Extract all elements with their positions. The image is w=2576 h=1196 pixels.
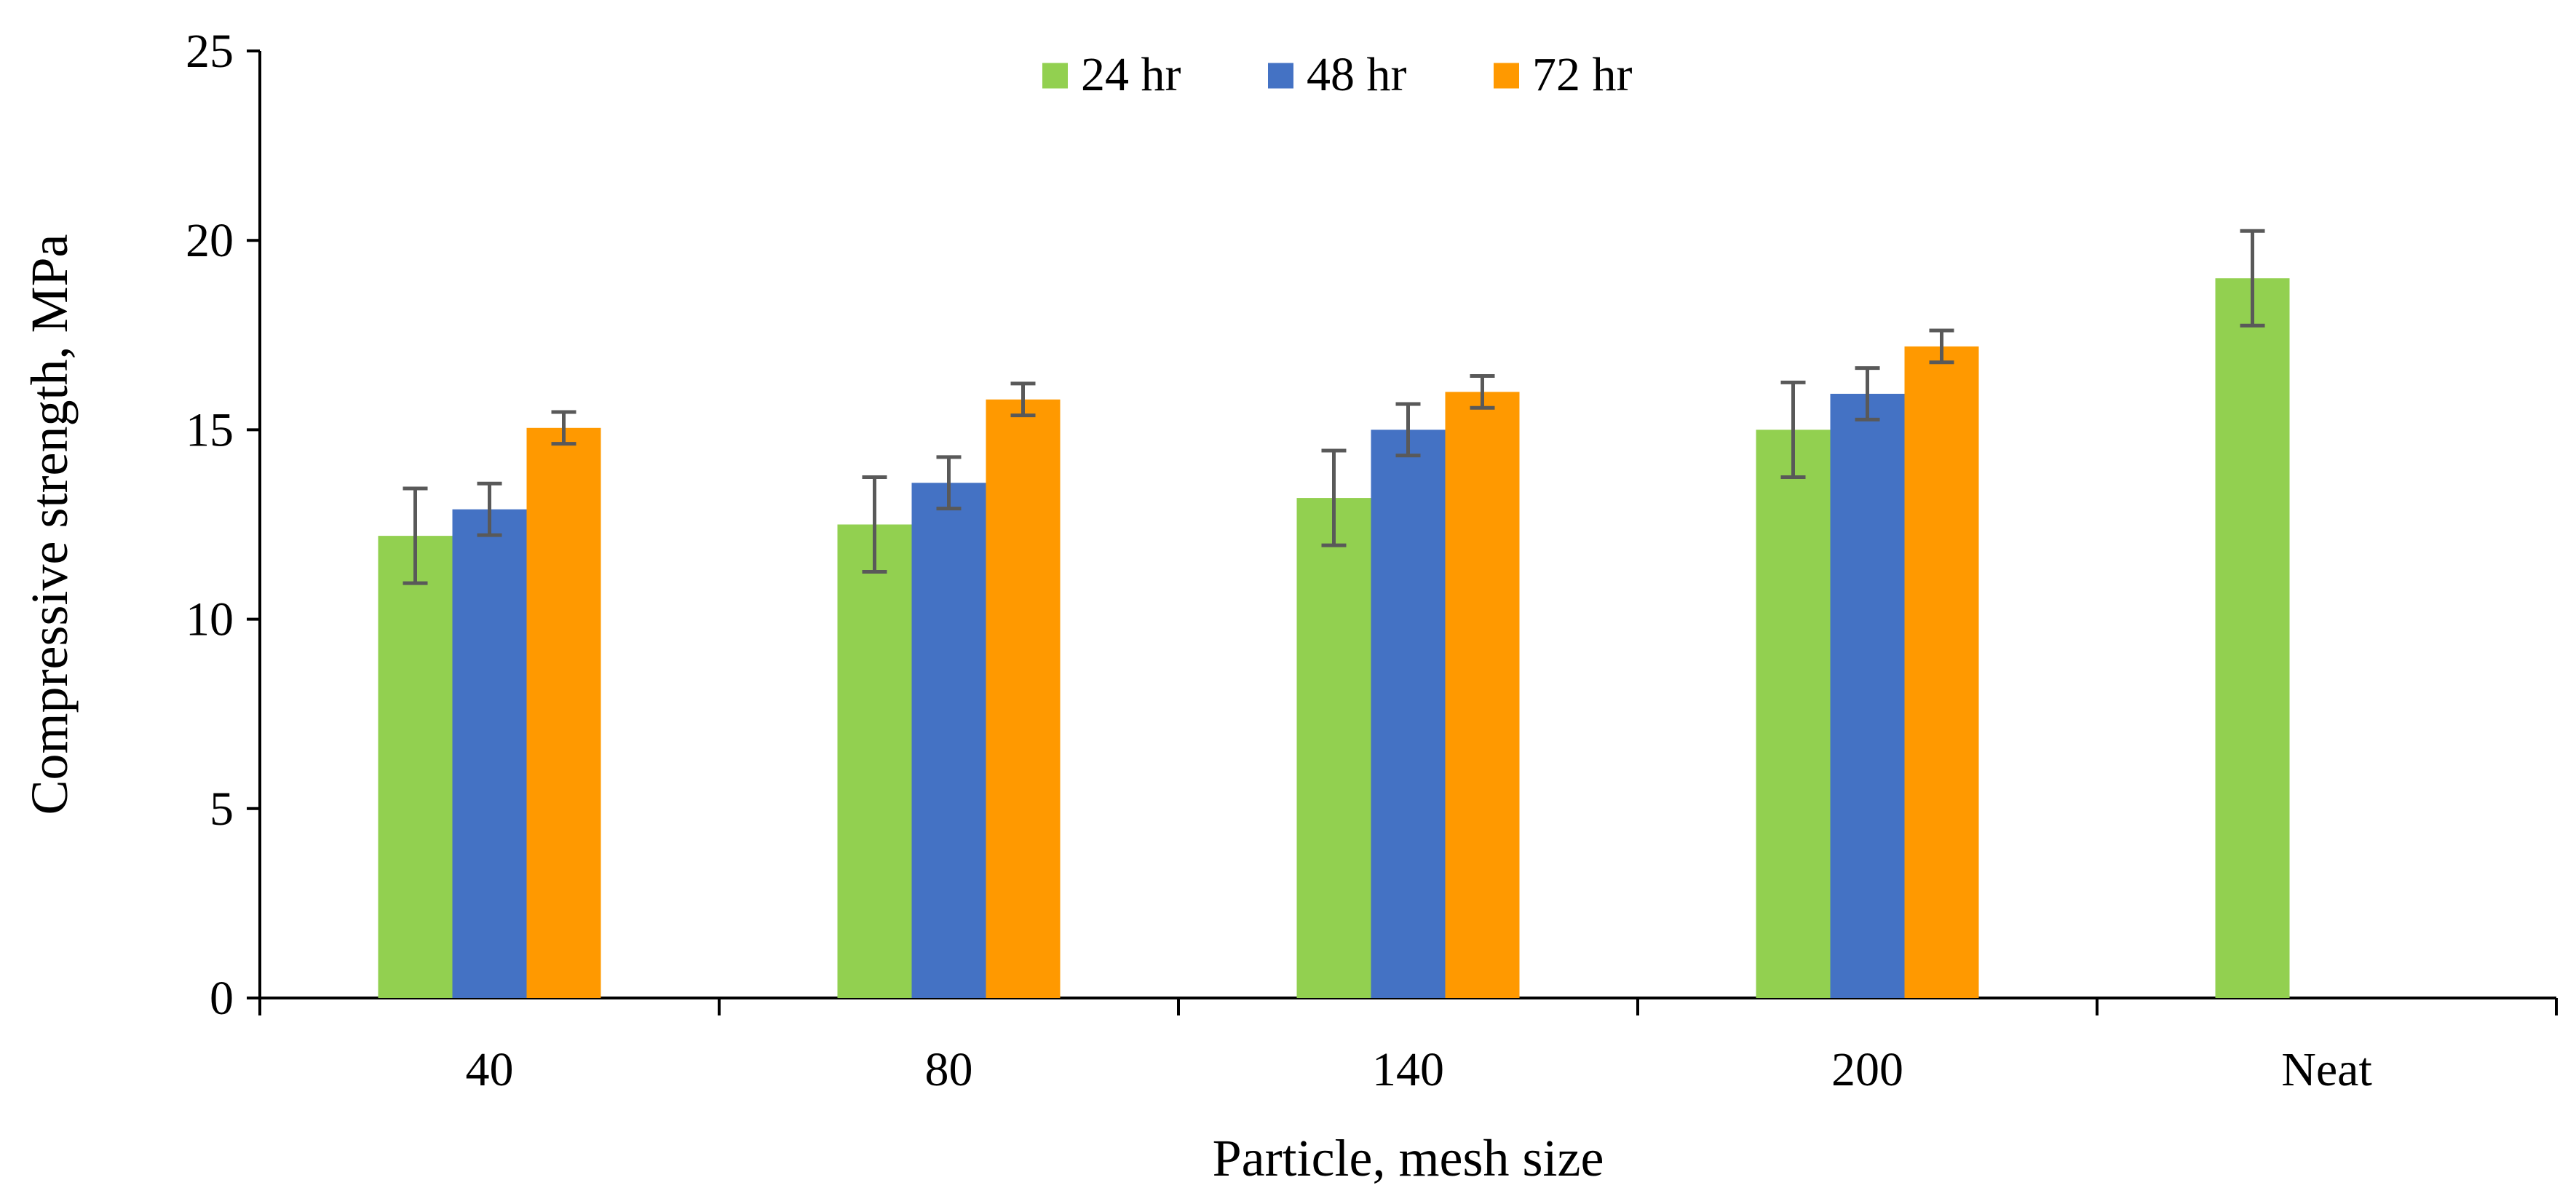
- bar: [1756, 429, 1831, 998]
- axes: 0 5 10 15 20 25 40 80 140 200 Neat: [186, 25, 2558, 1096]
- error-bars: [403, 229, 2265, 585]
- bar: [837, 524, 912, 998]
- y-tick-label: 20: [186, 214, 234, 267]
- bar: [378, 536, 453, 998]
- y-tick-label: 10: [186, 593, 234, 646]
- legend: 24 hr 48 hr 72 hr: [1042, 48, 1633, 101]
- x-tick-label: 200: [1831, 1043, 1903, 1096]
- x-tick-label: 80: [925, 1043, 973, 1096]
- bar: [1904, 346, 1979, 998]
- y-tick-label: 15: [186, 403, 234, 456]
- bar: [986, 399, 1061, 998]
- legend-swatch: [1494, 63, 1519, 89]
- legend-label: 24 hr: [1081, 48, 1181, 101]
- legend-label: 48 hr: [1307, 48, 1407, 101]
- x-tick-label: 40: [466, 1043, 514, 1096]
- bar: [1830, 393, 1905, 998]
- y-tick-label: 0: [210, 972, 234, 1025]
- bar: [2215, 278, 2290, 998]
- x-tick-label: Neat: [2281, 1043, 2372, 1096]
- y-tick-label: 5: [210, 783, 234, 836]
- y-tick-label: 25: [186, 25, 234, 78]
- bar: [1445, 392, 1520, 998]
- y-axis-title: Compressive strength, MPa: [20, 234, 79, 815]
- legend-swatch: [1042, 63, 1068, 89]
- bar: [452, 509, 527, 998]
- bar: [1371, 429, 1446, 998]
- x-axis-title: Particle, mesh size: [1213, 1129, 1604, 1187]
- x-tick-label: 140: [1372, 1043, 1444, 1096]
- bars: [378, 278, 2290, 998]
- legend-swatch: [1268, 63, 1293, 89]
- legend-label: 72 hr: [1532, 48, 1633, 101]
- bar: [911, 483, 986, 998]
- bar: [526, 427, 601, 998]
- bar: [1296, 498, 1371, 998]
